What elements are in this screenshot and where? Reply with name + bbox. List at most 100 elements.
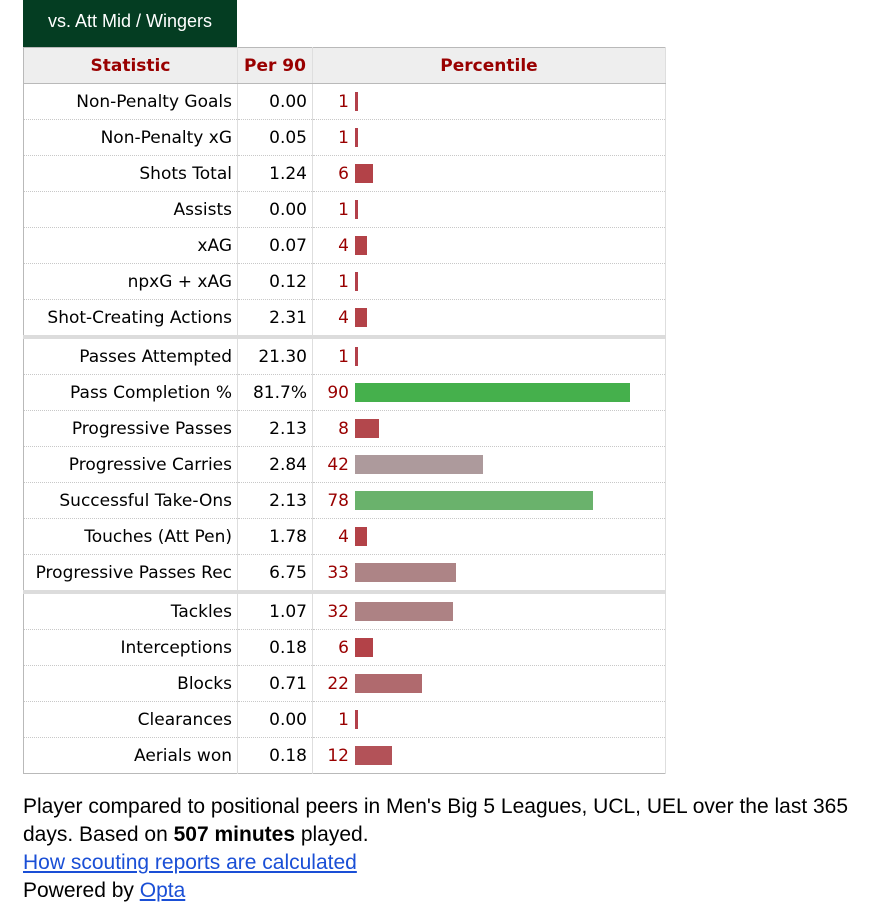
percentile-bar [355, 746, 392, 765]
percentile-cell: 90 [312, 374, 666, 411]
stat-name: Successful Take-Ons [23, 482, 238, 519]
comparison-text: Player compared to positional peers in M… [23, 795, 849, 846]
per90-value: 21.30 [237, 335, 313, 375]
percentile-value: 1 [338, 709, 349, 730]
table-row: Progressive Passes 2.13 8 [23, 410, 666, 447]
stat-name: Shot-Creating Actions [23, 299, 238, 338]
stat-name: Progressive Passes [23, 410, 238, 447]
per90-value: 0.07 [237, 227, 313, 264]
percentile-cell: 1 [312, 119, 666, 156]
stat-name: Non-Penalty Goals [23, 83, 238, 120]
per90-value: 1.78 [237, 518, 313, 555]
table-row: Interceptions 0.18 6 [23, 629, 666, 666]
percentile-value: 78 [327, 490, 349, 511]
table-row: Shot-Creating Actions 2.31 4 [23, 299, 666, 338]
percentile-value: 12 [327, 745, 349, 766]
per90-value: 0.71 [237, 665, 313, 702]
table-row: Blocks 0.71 22 [23, 665, 666, 702]
table-row: npxG + xAG 0.12 1 [23, 263, 666, 300]
per90-value: 1.24 [237, 155, 313, 192]
stat-name: xAG [23, 227, 238, 264]
percentile-value: 1 [338, 91, 349, 112]
per90-value: 0.00 [237, 191, 313, 228]
statistic-header[interactable]: Statistic [23, 47, 238, 84]
percentile-bar [355, 164, 373, 183]
percentile-cell: 33 [312, 554, 666, 593]
percentile-bar [355, 455, 483, 474]
opta-link[interactable]: Opta [139, 879, 186, 902]
percentile-header[interactable]: Percentile [312, 47, 666, 84]
percentile-bar [355, 563, 456, 582]
percentile-cell: 42 [312, 446, 666, 483]
table-row: Pass Completion % 81.7% 90 [23, 374, 666, 411]
percentile-cell: 4 [312, 518, 666, 555]
percentile-cell: 12 [312, 737, 666, 774]
table-row: Clearances 0.00 1 [23, 701, 666, 738]
per90-value: 2.13 [237, 482, 313, 519]
per90-value: 0.18 [237, 629, 313, 666]
per90-value: 2.84 [237, 446, 313, 483]
percentile-bar [355, 128, 358, 147]
percentile-cell: 22 [312, 665, 666, 702]
per90-value: 0.00 [237, 83, 313, 120]
percentile-value: 6 [338, 637, 349, 658]
percentile-bar [355, 383, 630, 402]
per90-header[interactable]: Per 90 [237, 47, 313, 84]
per90-value: 1.07 [237, 590, 313, 630]
percentile-bar [355, 347, 358, 366]
percentile-bar [355, 674, 422, 693]
table-row: Progressive Carries 2.84 42 [23, 446, 666, 483]
per90-value: 0.12 [237, 263, 313, 300]
scouting-reports-link[interactable]: How scouting reports are calculated [23, 851, 357, 874]
percentile-bar [355, 419, 379, 438]
percentile-value: 4 [338, 307, 349, 328]
percentile-value: 4 [338, 526, 349, 547]
stat-name: Touches (Att Pen) [23, 518, 238, 555]
table-row: Progressive Passes Rec 6.75 33 [23, 554, 666, 593]
stat-name: npxG + xAG [23, 263, 238, 300]
per90-value: 81.7% [237, 374, 313, 411]
stat-name: Clearances [23, 701, 238, 738]
table-row: Aerials won 0.18 12 [23, 737, 666, 774]
percentile-bar [355, 200, 358, 219]
table-header-row: Statistic Per 90 Percentile [23, 47, 666, 84]
table-row: Assists 0.00 1 [23, 191, 666, 228]
percentile-value: 1 [338, 346, 349, 367]
stat-name: Assists [23, 191, 238, 228]
stat-name: Progressive Carries [23, 446, 238, 483]
tab-att-mid-wingers[interactable]: vs. Att Mid / Wingers [23, 0, 237, 47]
percentile-cell: 1 [312, 335, 666, 375]
percentile-cell: 1 [312, 701, 666, 738]
table-row: xAG 0.07 4 [23, 227, 666, 264]
stat-name: Progressive Passes Rec [23, 554, 238, 593]
table-row: Shots Total 1.24 6 [23, 155, 666, 192]
percentile-value: 6 [338, 163, 349, 184]
percentile-cell: 1 [312, 83, 666, 120]
per90-value: 2.13 [237, 410, 313, 447]
stat-name: Aerials won [23, 737, 238, 774]
table-row: Non-Penalty Goals 0.00 1 [23, 83, 666, 120]
percentile-bar [355, 527, 367, 546]
stat-name: Passes Attempted [23, 335, 238, 375]
per90-value: 0.05 [237, 119, 313, 156]
percentile-bar [355, 638, 373, 657]
stat-name: Tackles [23, 590, 238, 630]
per90-value: 0.18 [237, 737, 313, 774]
stat-name: Non-Penalty xG [23, 119, 238, 156]
percentile-value: 42 [327, 454, 349, 475]
stat-name: Blocks [23, 665, 238, 702]
percentile-cell: 78 [312, 482, 666, 519]
percentile-cell: 6 [312, 629, 666, 666]
percentile-cell: 32 [312, 590, 666, 630]
percentile-value: 33 [327, 562, 349, 583]
percentile-bar [355, 236, 367, 255]
table-row: Passes Attempted 21.30 1 [23, 335, 666, 375]
table-row: Touches (Att Pen) 1.78 4 [23, 518, 666, 555]
table-row: Tackles 1.07 32 [23, 590, 666, 630]
table-row: Successful Take-Ons 2.13 78 [23, 482, 666, 519]
per90-value: 0.00 [237, 701, 313, 738]
percentile-cell: 4 [312, 227, 666, 264]
percentile-cell: 4 [312, 299, 666, 338]
stat-name: Interceptions [23, 629, 238, 666]
percentile-cell: 1 [312, 191, 666, 228]
